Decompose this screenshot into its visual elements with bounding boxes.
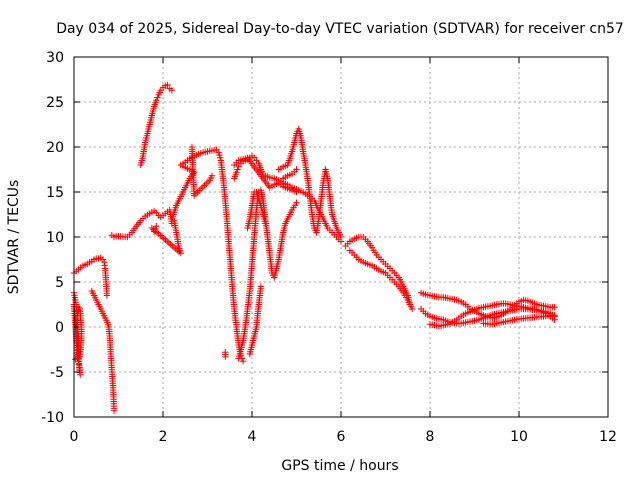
data-point [216,151,223,159]
data-points [70,81,558,414]
y-tick-label: 5 [55,275,64,291]
x-axis-label: GPS time / hours [281,458,398,474]
y-axis-label: SDTVAR / TECUs [6,180,22,295]
x-tick-label: 4 [248,429,257,445]
data-point [409,305,416,313]
data-point [72,356,79,363]
y-tick-label: -5 [50,365,64,381]
data-point [234,166,241,173]
data-point [150,228,158,235]
data-point [148,224,156,232]
data-point [216,154,224,161]
data-point [222,353,229,360]
x-tick-label: 0 [70,429,79,445]
x-tick-label: 6 [337,429,346,445]
data-point [164,81,171,89]
data-point [152,225,159,233]
y-tick-label: 10 [46,230,64,246]
data-point [293,199,300,206]
y-tick-label: 15 [46,185,64,201]
data-point [262,220,269,227]
data-point [168,87,176,94]
y-tick-label: 20 [46,140,64,156]
data-point [551,304,558,311]
data-point [154,94,161,101]
data-point [110,407,118,414]
data-point [233,169,240,176]
x-tick-label: 8 [426,429,435,445]
data-point [551,312,558,319]
data-point [103,292,111,299]
chart-title: Day 034 of 2025, Sidereal Day-to-day VTE… [56,21,624,37]
data-point [153,97,160,104]
x-tick-label: 12 [599,429,617,445]
data-point [257,283,265,290]
data-point [215,149,222,156]
y-tick-label: -10 [41,410,64,426]
data-point [239,358,247,365]
y-tick-label: 30 [46,50,64,66]
data-point [235,163,242,170]
data-point [293,188,300,196]
data-point [337,233,345,241]
x-tick-label: 2 [159,429,168,445]
data-point [153,223,160,230]
axis-ticks: -10 -5 0 5 10 15 20 25 30 0 2 4 6 8 10 12 [41,50,617,445]
y-tick-label: 25 [46,95,64,111]
data-point [99,256,107,263]
y-tick-label: 0 [55,320,64,336]
data-point [208,172,216,179]
data-point [293,166,300,173]
x-tick-label: 10 [510,429,528,445]
